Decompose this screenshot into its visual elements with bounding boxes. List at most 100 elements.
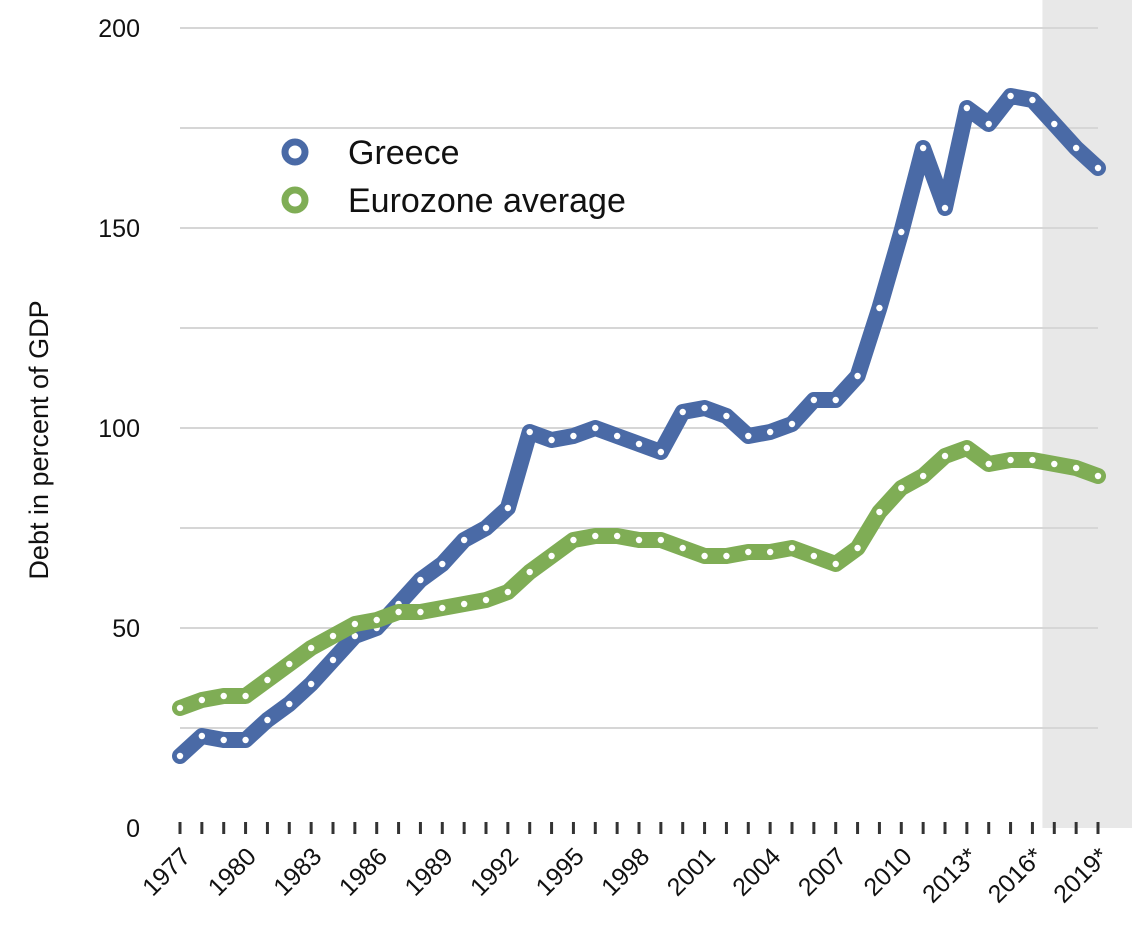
x-tick-label: 2019*	[1048, 842, 1114, 908]
data-point	[417, 576, 424, 584]
data-point	[482, 524, 490, 532]
data-point	[919, 472, 927, 480]
x-tick-label: 2007	[793, 842, 852, 901]
data-point	[264, 676, 271, 684]
legend-marker	[281, 138, 309, 166]
data-point	[854, 544, 861, 552]
data-point	[329, 632, 337, 640]
legend: Greece Eurozone average	[281, 134, 626, 220]
data-point	[198, 732, 206, 740]
data-point	[351, 632, 359, 640]
data-point	[657, 448, 665, 456]
data-point	[941, 204, 949, 212]
data-point	[613, 532, 621, 540]
data-point	[745, 432, 752, 440]
data-point	[417, 608, 424, 616]
data-point	[1051, 460, 1058, 468]
data-point	[351, 620, 359, 628]
data-point	[898, 228, 905, 236]
data-point	[286, 700, 293, 708]
x-tick-label: 1977	[137, 842, 196, 901]
data-point	[613, 432, 621, 440]
data-point	[307, 680, 315, 688]
y-tick-label: 0	[126, 815, 140, 843]
data-point	[832, 560, 839, 568]
data-point	[1051, 120, 1058, 128]
x-tick-label: 1989	[399, 842, 458, 901]
x-tick-label: 1983	[268, 842, 327, 901]
data-point	[635, 536, 643, 544]
data-point	[745, 548, 752, 556]
data-point	[220, 692, 227, 700]
data-point	[1072, 144, 1080, 152]
x-tick-label: 1995	[531, 842, 590, 901]
data-point	[788, 420, 796, 428]
data-point	[1029, 96, 1036, 104]
y-tick-label: 100	[98, 415, 140, 443]
data-point	[854, 372, 861, 380]
data-point	[548, 436, 555, 444]
data-point	[1094, 164, 1102, 172]
data-point	[985, 120, 992, 128]
series-line	[172, 88, 1106, 764]
data-point	[985, 460, 992, 468]
legend-label: Greece	[348, 134, 460, 172]
data-point	[242, 736, 249, 744]
data-point	[898, 484, 905, 492]
data-point	[788, 544, 796, 552]
data-point	[766, 428, 774, 436]
data-point	[220, 736, 227, 744]
data-point	[482, 596, 490, 604]
data-point	[1072, 464, 1080, 472]
data-point	[1007, 92, 1014, 100]
y-tick-label: 150	[98, 215, 140, 243]
series-layer	[172, 88, 1106, 764]
data-point	[963, 104, 971, 112]
data-point	[876, 304, 883, 312]
data-point	[679, 408, 686, 416]
y-axis-label: Debt in percent of GDP	[24, 300, 54, 579]
data-point	[548, 552, 555, 560]
data-point	[941, 452, 949, 460]
x-axis: 1977 1980 1983 1986 1989 1992 1995 1998 2001 2004…	[137, 822, 1114, 908]
data-point	[329, 656, 337, 664]
data-point	[810, 396, 818, 404]
data-point	[439, 604, 446, 612]
data-point	[504, 588, 512, 596]
data-point	[176, 752, 184, 760]
data-point	[504, 504, 512, 512]
series-0	[172, 88, 1106, 764]
data-point	[723, 412, 730, 420]
data-point	[570, 536, 577, 544]
data-point	[460, 536, 468, 544]
data-point	[701, 552, 708, 560]
series-1	[172, 440, 1106, 716]
data-point	[1094, 472, 1102, 480]
data-point	[919, 144, 927, 152]
data-point	[373, 616, 380, 624]
data-point	[526, 568, 533, 576]
x-tick-label: 1998	[596, 842, 655, 901]
data-point	[963, 444, 971, 452]
data-point	[1007, 456, 1014, 464]
data-point	[439, 560, 446, 568]
data-point	[570, 432, 577, 440]
data-point	[176, 704, 184, 712]
legend-marker	[281, 186, 309, 214]
data-point	[679, 544, 686, 552]
legend-label: Eurozone average	[348, 182, 626, 220]
data-point	[264, 716, 271, 724]
data-point	[592, 532, 599, 540]
data-point	[460, 600, 468, 608]
data-point	[526, 428, 533, 436]
data-point	[701, 404, 708, 412]
data-point	[810, 552, 818, 560]
data-point	[1029, 456, 1036, 464]
x-tick-label: 2013*	[917, 842, 983, 908]
data-point	[635, 440, 643, 448]
data-point	[592, 424, 599, 432]
x-tick-label: 1980	[203, 842, 262, 901]
data-point	[657, 536, 665, 544]
x-tick-label: 2010	[858, 842, 917, 901]
x-tick-label: 1992	[465, 842, 524, 901]
